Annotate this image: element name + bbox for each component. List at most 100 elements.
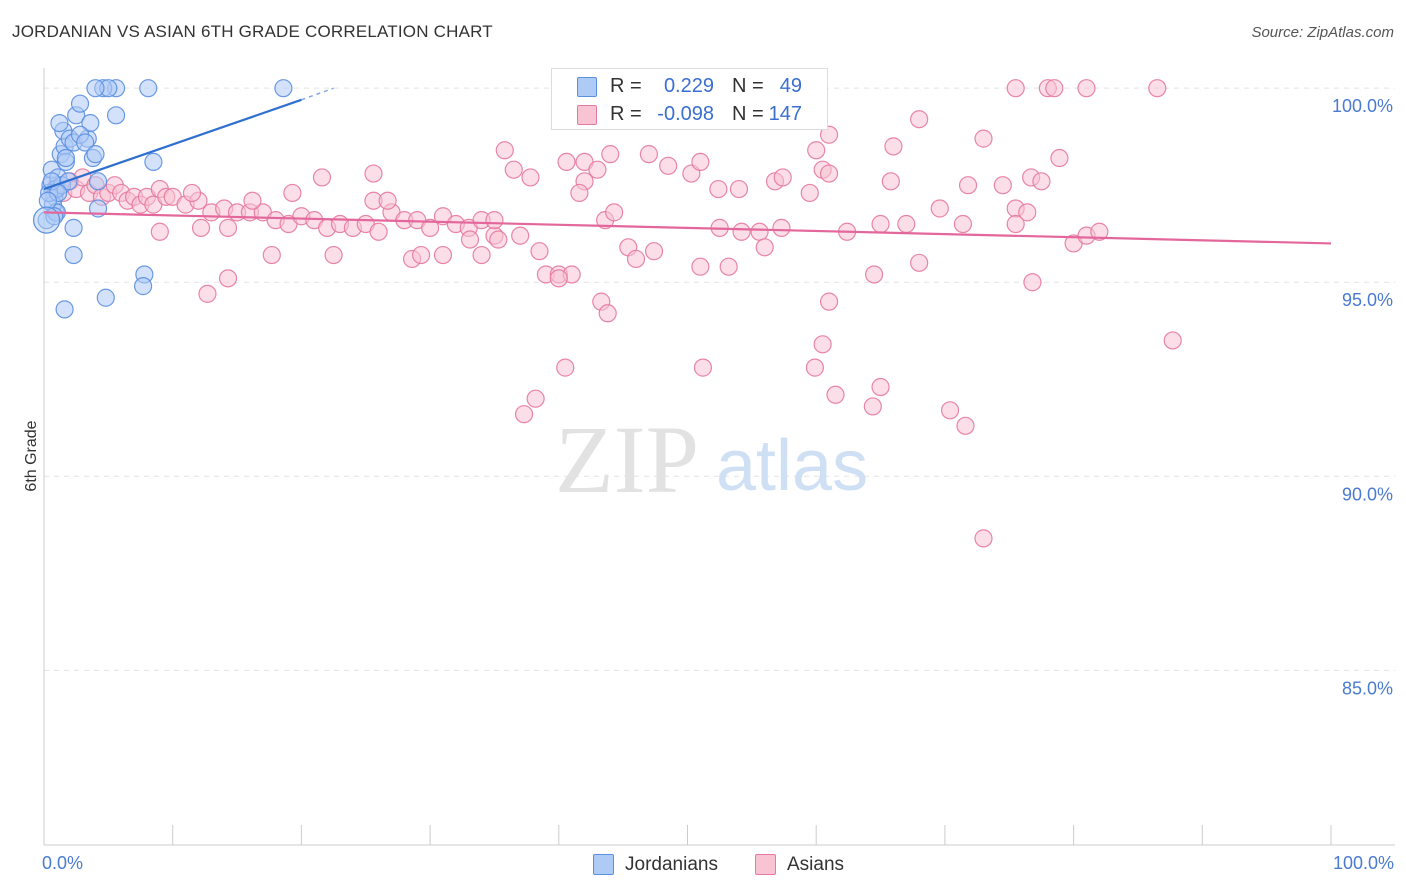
asians-point bbox=[881, 172, 900, 191]
jordanians-point bbox=[50, 113, 69, 133]
asians-point bbox=[191, 218, 211, 237]
asians-point bbox=[1018, 203, 1037, 222]
asians-point bbox=[526, 389, 545, 408]
asians-point bbox=[807, 141, 826, 160]
jordanians-point bbox=[70, 94, 90, 113]
asians-point bbox=[504, 160, 523, 179]
legend-row-jordanians: R = 0.229 N = 49 bbox=[552, 72, 827, 100]
asians-point bbox=[198, 284, 217, 303]
asians-point bbox=[598, 304, 617, 323]
asians-point bbox=[819, 292, 839, 311]
jordanians-point bbox=[86, 79, 105, 98]
jordanians-point bbox=[81, 113, 100, 133]
gridlines bbox=[44, 87, 1395, 671]
asians-point bbox=[819, 164, 839, 183]
asians-point bbox=[472, 245, 491, 265]
jordanians-trend-line bbox=[43, 98, 302, 191]
asians-legend-swatch bbox=[755, 854, 776, 875]
asians-point bbox=[312, 168, 332, 187]
asians-point bbox=[871, 377, 890, 397]
asians-point bbox=[1148, 79, 1167, 98]
asians-point bbox=[805, 358, 825, 377]
asians-point bbox=[1032, 172, 1051, 191]
asians-point bbox=[826, 385, 845, 404]
asians-point bbox=[1050, 148, 1069, 168]
source-label: Source: ZipAtlas.com bbox=[1251, 24, 1394, 41]
x-ticks bbox=[43, 825, 1332, 845]
asians-point bbox=[1006, 79, 1025, 98]
jordanians-point bbox=[133, 277, 153, 296]
r-label: R = bbox=[610, 103, 642, 125]
asians-point bbox=[897, 214, 916, 234]
n-value: 49 bbox=[779, 75, 802, 97]
jordanians-point bbox=[86, 145, 105, 164]
asians-point bbox=[1023, 273, 1042, 292]
asians-point bbox=[993, 176, 1012, 195]
asians-point bbox=[750, 222, 769, 241]
asians-point bbox=[150, 222, 169, 241]
jordanians-point bbox=[64, 218, 83, 237]
y-tick-label: 85.0% bbox=[1342, 678, 1393, 698]
jordanians-point bbox=[55, 300, 74, 319]
y-tick-label: 90.0% bbox=[1342, 484, 1393, 504]
asians-point bbox=[719, 257, 738, 276]
asians-point bbox=[283, 183, 302, 203]
asians-point bbox=[659, 156, 678, 175]
n-label: N = bbox=[732, 75, 764, 97]
y-tick-label: 100.0% bbox=[1332, 96, 1393, 116]
asians-point bbox=[433, 245, 453, 265]
asians-point bbox=[865, 265, 884, 284]
correlation-legend: R = 0.229 N = 49 R = -0.098 N = 147 bbox=[551, 68, 828, 130]
asians-point bbox=[956, 416, 975, 435]
r-value: 0.229 bbox=[663, 75, 714, 97]
asians-point bbox=[262, 245, 281, 265]
x-tick-label-max: 100.0% bbox=[1333, 853, 1394, 873]
asians-point bbox=[1045, 79, 1064, 98]
asians-point bbox=[930, 199, 949, 218]
asians-point bbox=[871, 214, 890, 234]
asians-point bbox=[511, 226, 530, 245]
jordanians-point bbox=[106, 106, 126, 125]
asians-point bbox=[691, 152, 710, 172]
asians-trend-line bbox=[43, 211, 1332, 245]
asians-point bbox=[514, 405, 534, 424]
jordanians-trend-extension bbox=[301, 87, 334, 101]
asians-swatch bbox=[577, 105, 597, 125]
asians-point bbox=[1006, 214, 1025, 234]
asians-point bbox=[910, 253, 929, 272]
asians-point bbox=[324, 245, 343, 265]
jordanians-point bbox=[32, 206, 61, 234]
jordanians-point bbox=[88, 172, 108, 191]
asians-point bbox=[421, 218, 440, 237]
asians-point bbox=[691, 257, 710, 276]
asians-point bbox=[755, 238, 774, 257]
n-value: 147 bbox=[768, 103, 802, 125]
chart-title: JORDANIAN VS ASIAN 6TH GRADE CORRELATION… bbox=[12, 22, 493, 41]
jordanians-point bbox=[139, 79, 158, 98]
asians-point bbox=[709, 179, 728, 199]
watermark-zip: ZIP bbox=[555, 406, 699, 513]
asians-point bbox=[910, 110, 929, 129]
n-label: N = bbox=[732, 103, 764, 125]
asians-point bbox=[218, 218, 238, 237]
asians-point bbox=[884, 137, 903, 156]
asians-point bbox=[495, 141, 514, 160]
asians-point bbox=[243, 191, 262, 210]
asians-point bbox=[460, 230, 480, 249]
asians-point bbox=[1090, 222, 1109, 241]
asians-point bbox=[557, 152, 576, 172]
jordanians-legend-swatch bbox=[593, 854, 614, 875]
watermark-atlas: atlas bbox=[716, 426, 868, 506]
legend-row-asians: R = -0.098 N = 147 bbox=[552, 100, 827, 128]
asians-point bbox=[773, 168, 792, 187]
asians-point bbox=[639, 145, 658, 164]
r-value: -0.098 bbox=[657, 103, 714, 125]
jordanians-point bbox=[274, 79, 293, 98]
asians-point bbox=[485, 211, 504, 230]
asians-point bbox=[940, 401, 960, 420]
asians-point bbox=[974, 529, 993, 548]
asians-point bbox=[601, 145, 620, 164]
asians-point bbox=[364, 164, 383, 183]
asians-point bbox=[218, 269, 238, 288]
asians-point bbox=[605, 203, 624, 222]
